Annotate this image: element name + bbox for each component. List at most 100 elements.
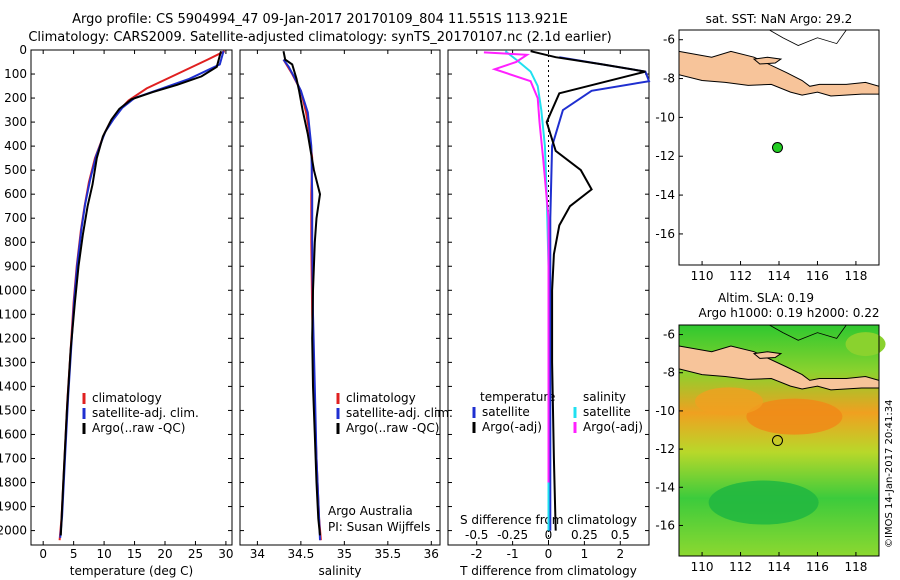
sst-lat-label: -10 — [655, 110, 675, 124]
plot-title-line2: Climatology: CARS2009. Satellite-adjuste… — [28, 30, 612, 45]
temperature-legend-label: Argo(..raw -QC) — [92, 421, 185, 435]
sst-lat-label: -12 — [655, 149, 675, 163]
depth-tick-label: 0 — [19, 43, 27, 57]
landmass-java — [678, 50, 880, 97]
series-line-satellite-adj-clim- — [282, 59, 321, 541]
bathymetry-contour — [769, 29, 847, 46]
salinity-xtick-label: 35 — [337, 547, 352, 561]
depth-tick-label: 2000 — [0, 524, 27, 538]
depth-tick-label: 1700 — [0, 451, 27, 465]
depth-tick-label: 700 — [4, 211, 27, 225]
sla-patch — [845, 332, 886, 357]
sla-map-title: Altim. SLA: 0.19 — [718, 291, 814, 305]
sla-map-subtitle: Argo h1000: 0.19 h2000: 0.22 — [699, 306, 880, 320]
sla-lon-label: 114 — [768, 560, 791, 574]
sst-lon-label: 118 — [844, 269, 867, 283]
sst-map-title: sat. SST: NaN Argo: 29.2 — [706, 12, 853, 26]
sla-lon-label: 118 — [844, 560, 867, 574]
depth-tick-label: 1400 — [0, 379, 27, 393]
sla-lat-label: -14 — [655, 480, 675, 494]
salinity-xtick-label: 34.5 — [288, 547, 315, 561]
salinity-xtick-label: 34 — [250, 547, 265, 561]
difference-xlabel: T difference from climatology — [459, 564, 637, 578]
salinity-legend-label: Argo(..raw -QC) — [346, 421, 439, 435]
depth-tick-label: 1200 — [0, 331, 27, 345]
salinity-legend-label: satellite-adj. clim. — [346, 406, 453, 420]
difference-top-tick-label: 0.25 — [571, 528, 598, 542]
depth-tick-label: 900 — [4, 259, 27, 273]
difference-top-tick-label: 0.5 — [611, 528, 630, 542]
depth-tick-label: 600 — [4, 187, 27, 201]
depth-tick-label: 800 — [4, 235, 27, 249]
temperature-xtick-label: 10 — [96, 547, 111, 561]
depth-tick-label: 300 — [4, 115, 27, 129]
depth-tick-label: 100 — [4, 67, 27, 81]
series-line-argo-adj-salinity- — [483, 51, 550, 483]
temperature-xtick-label: 0 — [39, 547, 47, 561]
credit-pi: PI: Susan Wijffels — [328, 520, 430, 534]
difference-xtick-label: 2 — [616, 547, 624, 561]
salinity-xtick-label: 35.5 — [374, 547, 401, 561]
difference-xtick-label: -1 — [507, 547, 519, 561]
sst-lat-label: -6 — [663, 33, 675, 47]
sla-lat-label: -12 — [655, 442, 675, 456]
series-line-argo-raw-qc- — [282, 51, 322, 536]
temperature-xtick-label: 15 — [127, 547, 142, 561]
temperature-xtick-label: 30 — [218, 547, 233, 561]
series-line-satellite-salinity- — [504, 50, 550, 531]
series-line-climatology — [58, 50, 226, 541]
depth-tick-label: 200 — [4, 91, 27, 105]
landmass-madura — [752, 56, 783, 65]
sla-lon-label: 110 — [691, 560, 714, 574]
series-line-satellite-adj-clim- — [59, 50, 225, 538]
depth-tick-label: 1000 — [0, 283, 27, 297]
salinity-panel — [239, 49, 441, 546]
legend-salinity-title: salinity — [583, 390, 626, 404]
difference-top-tick-label: -0.25 — [497, 528, 528, 542]
depth-tick-label: 500 — [4, 163, 27, 177]
difference-xtick-label: 1 — [581, 547, 589, 561]
sla-high-patch — [746, 398, 843, 435]
difference-sal-legend-label: Argo(-adj) — [583, 420, 643, 434]
temperature-xlabel: temperature (deg C) — [70, 564, 193, 578]
bathymetry-contour — [769, 324, 847, 341]
imos-timestamp: ©IMOS 14-Jan-2017 20:41:34 — [884, 399, 895, 548]
argo-float-marker — [771, 142, 783, 154]
plot-title-line1: Argo profile: CS 5904994_47 09-Jan-2017 … — [72, 12, 568, 27]
credit-institution: Argo Australia — [328, 504, 413, 518]
depth-tick-label: 400 — [4, 139, 27, 153]
sla-high-patch — [695, 387, 763, 416]
salinity-xtick-label: 36 — [424, 547, 439, 561]
sla-lat-label: -8 — [663, 366, 675, 380]
temperature-xtick-label: 25 — [188, 547, 203, 561]
sla-lon-label: 116 — [806, 560, 829, 574]
series-line-argo-raw-qc- — [59, 50, 222, 536]
depth-tick-label: 1500 — [0, 403, 27, 417]
salinity-legend-label: climatology — [346, 391, 416, 405]
depth-tick-label: 1800 — [0, 476, 27, 490]
depth-tick-label: 1600 — [0, 427, 27, 441]
difference-xtick-label: -2 — [471, 547, 483, 561]
temperature-xtick-label: 20 — [157, 547, 172, 561]
legend-temperature-title: temperature — [480, 390, 555, 404]
sst-lon-label: 112 — [729, 269, 752, 283]
depth-tick-label: 1100 — [0, 307, 27, 321]
sla-lon-label: 112 — [729, 560, 752, 574]
argo-float-marker — [771, 435, 783, 447]
sst-lat-label: -14 — [655, 188, 675, 202]
sst-lon-label: 114 — [768, 269, 791, 283]
temperature-legend-label: climatology — [92, 391, 162, 405]
sst-lat-label: -8 — [663, 72, 675, 86]
salinity-xlabel: salinity — [318, 564, 361, 578]
sla-lat-label: -10 — [655, 404, 675, 418]
sla-low-patch — [708, 480, 819, 525]
temperature-xtick-label: 5 — [70, 547, 78, 561]
difference-sal-legend-label: satellite — [583, 405, 631, 419]
sla-lat-label: -16 — [655, 518, 675, 532]
depth-tick-label: 1300 — [0, 355, 27, 369]
difference-top-tick-label: -0.5 — [465, 528, 488, 542]
temperature-panel — [30, 49, 233, 546]
difference-temp-legend-label: satellite — [482, 405, 530, 419]
landmass-madura — [752, 351, 783, 359]
